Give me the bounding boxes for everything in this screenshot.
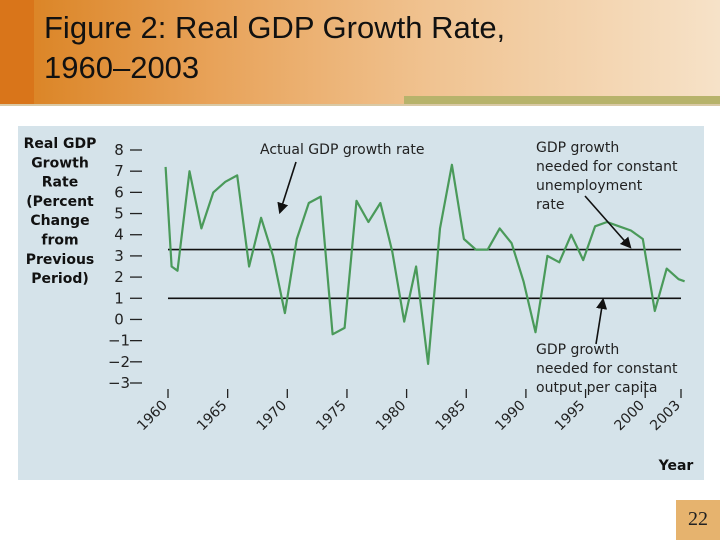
- slide-number-box: [676, 500, 720, 540]
- annotation-text: Actual GDP growth rate: [260, 142, 424, 158]
- x-axis-title: Year: [658, 458, 694, 474]
- series-lines: [164, 163, 685, 365]
- y-axis-title-line: Change: [30, 213, 89, 229]
- chart-panel: [18, 126, 704, 480]
- annotation-arrow: [584, 195, 632, 249]
- slide-title: Figure 2: Real GDP Growth Rate, 1960–200…: [44, 8, 505, 88]
- title-accent-stripe: [0, 0, 34, 106]
- title-rule: [404, 96, 720, 104]
- gdp-growth-series-line: [164, 163, 685, 365]
- y-axis-title-line: Growth: [31, 155, 89, 171]
- y-axis-title-line: Real GDP: [24, 136, 97, 152]
- y-tick-label: −2: [108, 353, 130, 371]
- annotation-text: rate: [536, 197, 564, 213]
- annotation-text: GDP growth: [536, 140, 619, 156]
- y-tick-label: 4: [114, 226, 124, 244]
- y-tick-label: −1: [108, 332, 130, 350]
- y-axis-title-line: Previous: [26, 252, 95, 268]
- y-axis-title-line: Period): [31, 271, 89, 287]
- title-band: [0, 0, 720, 106]
- annotation-text: needed for constant: [536, 159, 678, 175]
- y-tick-label: 3: [114, 247, 124, 265]
- annotation-text: unemployment: [536, 178, 643, 194]
- y-tick-label: −3: [108, 374, 130, 392]
- y-tick-label: 0: [114, 310, 124, 328]
- slide-title-line-2: 1960–2003: [44, 50, 200, 85]
- y-tick-label: 5: [114, 205, 124, 223]
- y-axis-title: Real GDP Growth Rate (Percent Change from Prev…: [24, 136, 97, 287]
- y-tick-label: 8: [114, 141, 124, 159]
- title-rule-thin: [0, 104, 720, 106]
- y-axis-title-line: Rate: [42, 175, 78, 191]
- annotation-arrow: [595, 297, 608, 345]
- y-tick-label: 6: [114, 183, 124, 201]
- annotation-text: output per capita: [536, 380, 657, 396]
- y-axis-title-line: from: [41, 233, 78, 249]
- y-tick-label: 7: [114, 162, 124, 180]
- y-axis-title-line: (Percent: [26, 194, 94, 210]
- annotation-text: needed for constant: [536, 361, 678, 377]
- annotations: Actual GDP growth rate GDP growth needed f…: [260, 140, 678, 396]
- y-axis-ticks: 8 7 6 5 4 3 2 1 0 −1 −2 −3: [108, 141, 142, 392]
- slide-number: 22: [688, 508, 708, 530]
- annotation-text: GDP growth: [536, 342, 619, 358]
- y-tick-label: 1: [114, 289, 124, 307]
- annotation-arrow: [277, 161, 297, 215]
- slide-title-line-1: Figure 2: Real GDP Growth Rate,: [44, 10, 506, 45]
- y-tick-label: 2: [114, 268, 124, 286]
